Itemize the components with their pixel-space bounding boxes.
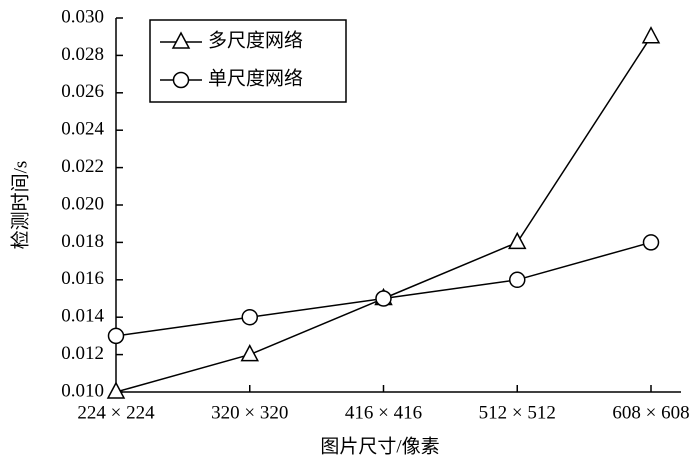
legend-marker: [172, 71, 190, 89]
x-axis-label: 图片尺寸/像素: [320, 435, 439, 457]
x-tick-label: 416 × 416: [345, 402, 422, 423]
marker-triangle: [508, 231, 527, 250]
marker-circle: [241, 308, 258, 326]
marker-triangle: [106, 381, 126, 399]
x-tick-label: 224 × 224: [77, 402, 155, 423]
x-tick-label: 320 × 320: [211, 402, 288, 423]
x-tick-label: 512 × 512: [479, 402, 556, 423]
legend-marker: [171, 31, 191, 49]
marker-triangle: [641, 26, 661, 44]
legend-label: 多尺度网络: [208, 29, 303, 51]
y-tick-label: 0.028: [61, 44, 104, 65]
y-tick-label: 0.026: [61, 81, 104, 102]
y-tick-label: 0.018: [61, 231, 104, 252]
y-tick-label: 0.030: [61, 6, 104, 27]
y-axis-label: 检测时间/s: [9, 161, 31, 250]
x-tick-label: 608 × 608: [612, 402, 689, 423]
marker-circle: [107, 327, 125, 345]
y-tick-label: 0.010: [61, 380, 104, 401]
y-tick-label: 0.020: [61, 193, 104, 214]
marker-circle: [509, 271, 526, 289]
y-tick-label: 0.012: [61, 343, 104, 364]
marker-circle: [375, 290, 392, 307]
y-tick-label: 0.016: [61, 268, 104, 289]
legend-box: [149, 19, 347, 103]
y-tick-label: 0.014: [61, 306, 104, 327]
marker-circle: [642, 234, 660, 251]
y-tick-label: 0.022: [61, 156, 104, 177]
legend-label: 单尺度网络: [208, 67, 303, 89]
y-tick-label: 0.024: [61, 119, 104, 140]
marker-triangle: [240, 344, 259, 362]
